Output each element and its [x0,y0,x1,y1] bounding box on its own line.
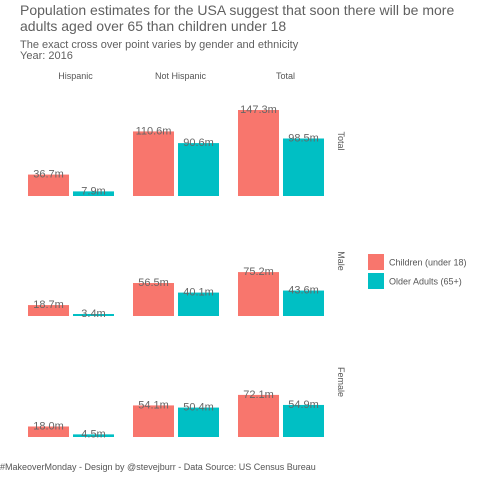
bar-male-total-children [238,272,279,316]
bar-female-not-hispanic-children [133,405,174,437]
data-label-female-not-hispanic-older-adults: 50.4m [183,402,214,414]
data-label-male-hispanic-older-adults: 3.4m [81,308,105,320]
bar-male-not-hispanic-older-adults [178,292,219,316]
bar-total-total-children [238,110,279,196]
bar-female-hispanic-children [28,426,69,437]
data-label-female-hispanic-older-adults: 4.5m [81,428,105,440]
bar-total-hispanic-older-adults [73,191,114,196]
legend-label-children: Children (under 18) [389,258,467,268]
data-label-female-total-older-adults: 54.9m [288,399,319,411]
chart-title: Population estimates for the USA suggest… [20,2,455,34]
bar-male-hispanic-older-adults [73,314,114,316]
data-label-male-not-hispanic-older-adults: 40.1m [183,287,214,299]
bar-male-not-hispanic-children [133,283,174,316]
facet-column-label-total: Total [276,71,295,81]
bar-female-not-hispanic-older-adults [178,407,219,437]
data-label-female-not-hispanic-children: 54.1m [138,399,169,411]
chart-year: Year: 2016 [20,50,73,62]
data-label-total-total-children: 147.3m [240,104,277,116]
bar-total-not-hispanic-older-adults [178,143,219,196]
facet-column-label-not-hispanic: Not Hispanic [155,71,207,81]
facet-row-label-female: Female [336,367,346,397]
facet-row-label-total: Total [336,131,346,150]
bar-female-hispanic-older-adults [73,434,114,437]
bar-male-total-older-adults [283,290,324,316]
legend-swatch-children [368,254,384,270]
facet-column-label-hispanic: Hispanic [58,71,93,81]
bar-female-total-children [238,394,279,437]
data-label-male-total-older-adults: 43.6m [288,285,319,297]
data-label-total-total-older-adults: 98.5m [288,132,319,144]
legend-label-older-adults: Older Adults (65+) [389,277,462,287]
data-label-male-hispanic-children: 18.7m [33,299,64,311]
legend-swatch-older-adults [368,273,384,289]
facet-row-label-male: Male [336,251,346,271]
bar-total-hispanic-children [28,174,69,196]
data-label-female-total-children: 72.1m [243,389,274,401]
data-label-total-hispanic-older-adults: 7.9m [81,185,105,197]
chart-subtitle: The exact cross over point varies by gen… [20,39,299,51]
data-label-total-hispanic-children: 36.7m [33,169,64,181]
bar-female-total-older-adults [283,404,324,437]
data-label-male-total-children: 75.2m [243,266,274,278]
data-label-female-hispanic-children: 18.0m [33,420,64,432]
data-label-total-not-hispanic-children: 110.6m [136,125,172,137]
bar-total-not-hispanic-children [133,131,174,196]
data-label-male-not-hispanic-children: 56.5m [138,277,169,289]
bar-total-total-older-adults [283,138,324,196]
chart-caption: #MakeoverMonday - Design by @stevejburr … [0,462,316,472]
data-label-total-not-hispanic-older-adults: 90.6m [183,137,214,149]
bar-male-hispanic-children [28,305,69,316]
